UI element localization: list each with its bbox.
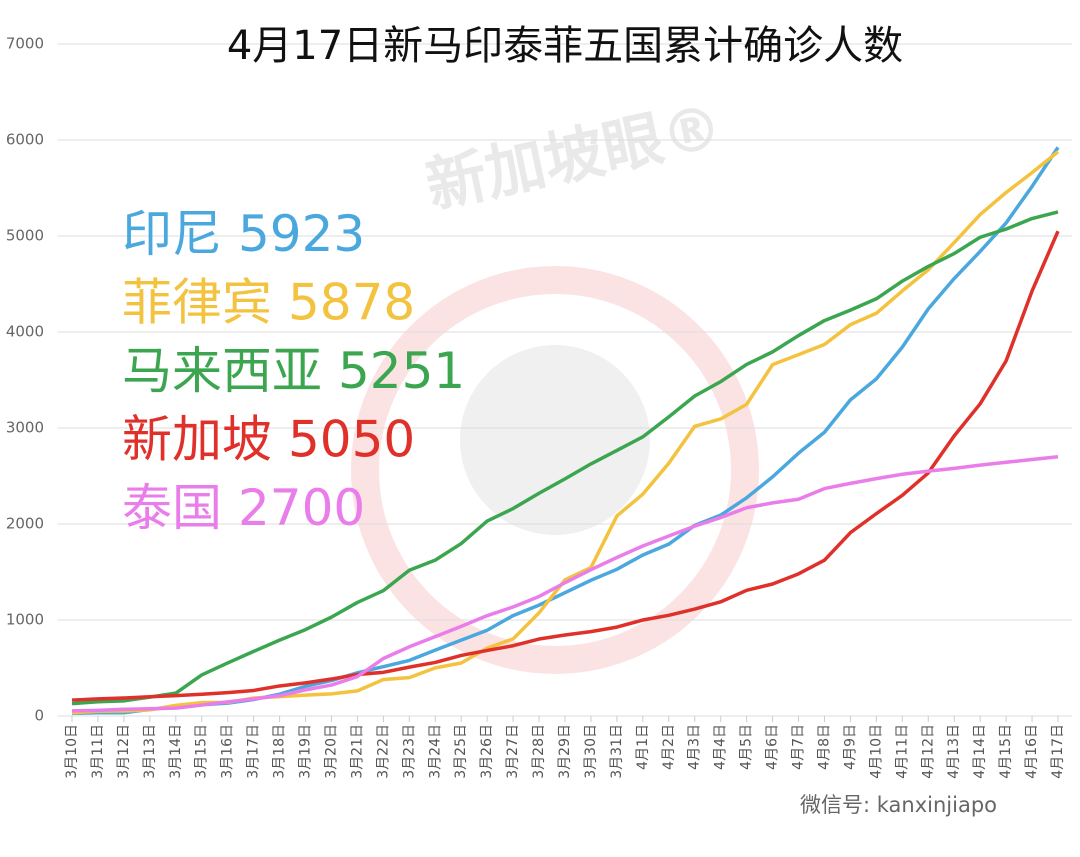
x-tick-label: 3月11日 bbox=[90, 724, 106, 779]
legend-value: 5251 bbox=[338, 342, 465, 400]
legend-entry: 印尼 5923 bbox=[122, 205, 365, 263]
x-tick-label: 3月12日 bbox=[116, 724, 132, 779]
legend-entry: 新加坡 5050 bbox=[122, 410, 415, 468]
y-tick-label: 5000 bbox=[6, 227, 44, 245]
x-tick-label: 4月15日 bbox=[998, 724, 1014, 779]
x-tick-label: 4月1日 bbox=[635, 724, 651, 770]
x-tick-label: 3月18日 bbox=[272, 724, 288, 779]
x-tick-label: 3月22日 bbox=[375, 724, 391, 779]
chart-title: 4月17日新马印泰菲五国累计确诊人数 bbox=[227, 23, 903, 69]
x-tick-label: 3月30日 bbox=[583, 724, 599, 779]
x-tick-label: 4月5日 bbox=[739, 724, 755, 770]
x-tick-label: 3月31日 bbox=[609, 724, 625, 779]
x-tick-label: 4月16日 bbox=[1024, 724, 1040, 779]
x-tick-label: 4月2日 bbox=[661, 724, 677, 770]
legend-name: 菲律宾 bbox=[122, 273, 272, 331]
x-tick-label: 3月13日 bbox=[142, 724, 158, 779]
x-tick-label: 3月16日 bbox=[220, 724, 236, 779]
x-tick-label: 3月17日 bbox=[246, 724, 262, 779]
x-tick-label: 4月8日 bbox=[816, 724, 832, 770]
y-tick-label: 6000 bbox=[6, 131, 44, 149]
legend-value: 5878 bbox=[288, 273, 415, 331]
x-tick-label: 3月14日 bbox=[168, 724, 184, 779]
legend-entry: 菲律宾 5878 bbox=[122, 273, 415, 331]
x-tick-label: 4月12日 bbox=[920, 724, 936, 779]
x-tick-label: 4月13日 bbox=[946, 724, 962, 779]
x-tick-label: 4月14日 bbox=[972, 724, 988, 779]
y-tick-label: 3000 bbox=[6, 419, 44, 437]
watermark: 新加坡眼® bbox=[420, 91, 728, 222]
x-tick-label: 3月25日 bbox=[453, 724, 469, 779]
series-line bbox=[71, 210, 1059, 706]
legend-name: 马来西亚 bbox=[122, 342, 322, 400]
x-tick-label: 4月11日 bbox=[894, 724, 910, 779]
series-line bbox=[71, 455, 1059, 713]
x-tick-label: 3月27日 bbox=[505, 724, 521, 779]
x-tick-label: 3月26日 bbox=[479, 724, 495, 779]
y-tick-label: 0 bbox=[34, 707, 44, 725]
legend-name: 印尼 bbox=[122, 205, 222, 263]
footer: 微信号: kanxinjiapo bbox=[800, 793, 997, 817]
legend-entry: 马来西亚 5251 bbox=[122, 342, 465, 400]
x-tick-label: 3月15日 bbox=[194, 724, 210, 779]
y-tick-label: 4000 bbox=[6, 323, 44, 341]
y-tick-label: 1000 bbox=[6, 611, 44, 629]
x-tick-label: 3月19日 bbox=[298, 724, 314, 779]
watermark-logo bbox=[460, 345, 650, 535]
x-tick-label: 3月24日 bbox=[427, 724, 443, 779]
series-line bbox=[71, 230, 1060, 702]
y-tick-label: 2000 bbox=[6, 515, 44, 533]
x-tick-label: 3月29日 bbox=[557, 724, 573, 779]
x-tick-label: 4月6日 bbox=[765, 724, 781, 770]
x-tick-label: 4月10日 bbox=[868, 724, 884, 779]
x-tick-label: 4月9日 bbox=[842, 724, 858, 770]
legend-value: 5050 bbox=[288, 410, 415, 468]
x-tick-label: 3月28日 bbox=[531, 724, 547, 779]
x-tick-label: 3月20日 bbox=[323, 724, 339, 779]
x-tick-label: 3月10日 bbox=[64, 724, 80, 779]
legend-value: 2700 bbox=[238, 479, 365, 537]
legend-name: 新加坡 bbox=[122, 410, 272, 468]
x-tick-label: 4月4日 bbox=[713, 724, 729, 770]
x-tick-label: 4月17日 bbox=[1050, 724, 1066, 779]
y-tick-label: 7000 bbox=[6, 35, 44, 53]
x-tick-label: 4月7日 bbox=[791, 724, 807, 770]
x-tick-label: 3月21日 bbox=[349, 724, 365, 779]
x-tick-label: 3月23日 bbox=[401, 724, 417, 779]
legend-value: 5923 bbox=[238, 205, 365, 263]
watermark-logo bbox=[351, 266, 759, 674]
legend-name: 泰国 bbox=[122, 479, 222, 537]
legend-entry: 泰国 2700 bbox=[122, 479, 365, 537]
x-tick-label: 4月3日 bbox=[687, 724, 703, 770]
